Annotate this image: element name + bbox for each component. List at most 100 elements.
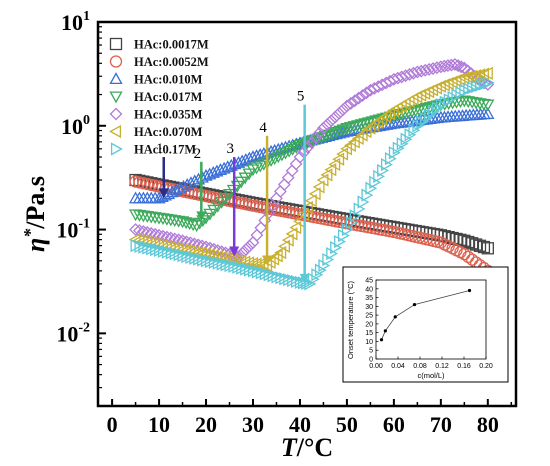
data-point bbox=[481, 107, 495, 120]
legend-marker bbox=[109, 55, 123, 68]
inset-x-tick-label: 0.00 bbox=[369, 363, 383, 370]
data-point bbox=[337, 228, 350, 243]
data-point bbox=[324, 114, 338, 128]
data-point bbox=[351, 120, 365, 133]
data-point bbox=[316, 173, 329, 187]
data-point bbox=[463, 82, 476, 96]
data-point bbox=[287, 273, 299, 288]
data-point bbox=[325, 128, 340, 141]
data-point bbox=[341, 222, 354, 237]
data-point bbox=[377, 163, 389, 178]
data-point bbox=[281, 233, 294, 247]
arrow-head bbox=[158, 188, 169, 199]
arrow-head bbox=[262, 255, 273, 266]
x-tick-label: 60 bbox=[383, 412, 405, 437]
inset-data-point bbox=[467, 288, 472, 293]
data-point bbox=[289, 142, 303, 154]
inset-data-point bbox=[393, 315, 397, 319]
data-point bbox=[426, 62, 440, 75]
data-point bbox=[268, 153, 282, 166]
data-point bbox=[356, 89, 369, 102]
data-point bbox=[345, 216, 358, 230]
data-point bbox=[437, 59, 451, 73]
data-point bbox=[481, 99, 495, 112]
data-point bbox=[392, 141, 405, 155]
data-point bbox=[352, 91, 366, 105]
data-point bbox=[446, 231, 459, 245]
data-point bbox=[275, 271, 288, 285]
data-point bbox=[454, 60, 468, 74]
inset-x-tick-label: 0.08 bbox=[413, 363, 427, 370]
data-point bbox=[150, 242, 162, 257]
data-point bbox=[271, 270, 284, 284]
data-point bbox=[267, 269, 280, 283]
inset-y-tick-label: 0 bbox=[369, 357, 373, 364]
data-point bbox=[333, 125, 347, 138]
data-point bbox=[212, 256, 225, 270]
legend: HAc:0.0017M HAc:0.0052M HAc:0.010M HAc:0.01… bbox=[109, 37, 209, 157]
x-axis-label-symbol: T bbox=[281, 433, 298, 462]
data-point bbox=[361, 188, 374, 202]
x-axis-ticks: 0 10 20 30 40 50 60 70 80 bbox=[107, 399, 513, 437]
y-axis-label-symbol: η bbox=[21, 238, 50, 252]
data-point bbox=[477, 240, 491, 254]
data-point bbox=[200, 254, 213, 268]
data-point bbox=[283, 273, 296, 287]
data-point bbox=[193, 252, 206, 266]
data-point bbox=[330, 240, 343, 255]
arrow-label: 1 bbox=[156, 141, 164, 157]
data-point bbox=[336, 147, 349, 161]
data-point bbox=[336, 124, 350, 137]
legend-marker bbox=[109, 37, 123, 51]
data-point bbox=[324, 163, 337, 177]
data-point bbox=[431, 101, 444, 115]
data-point bbox=[459, 83, 472, 97]
data-point bbox=[469, 97, 483, 110]
data-point bbox=[343, 122, 358, 134]
x-axis-label-unit: /°C bbox=[296, 433, 333, 462]
data-point bbox=[294, 275, 307, 289]
data-point bbox=[165, 246, 178, 260]
legend-entry: HAc:0.017M bbox=[134, 90, 203, 104]
data-point bbox=[329, 126, 343, 139]
data-point bbox=[449, 74, 462, 88]
data-point bbox=[353, 202, 366, 216]
data-point bbox=[186, 219, 200, 232]
data-point bbox=[404, 128, 417, 142]
arrow-head bbox=[229, 246, 240, 257]
data-point bbox=[466, 237, 479, 250]
data-point bbox=[453, 96, 468, 109]
data-point bbox=[169, 247, 182, 261]
data-point bbox=[293, 140, 307, 153]
data-point bbox=[152, 191, 166, 204]
data-point bbox=[369, 175, 382, 189]
arrow-5: 5 bbox=[297, 89, 310, 284]
arrow-label: 3 bbox=[226, 141, 234, 157]
y-tick-label: 100 bbox=[61, 113, 90, 139]
data-point bbox=[326, 246, 339, 261]
data-point bbox=[157, 244, 170, 258]
data-point bbox=[416, 115, 429, 129]
data-point bbox=[437, 78, 450, 92]
data-point bbox=[473, 98, 487, 111]
arrow-head bbox=[196, 211, 207, 222]
data-point bbox=[465, 96, 479, 109]
data-point bbox=[365, 181, 378, 195]
data-point bbox=[422, 62, 436, 76]
series-triangle-left bbox=[128, 66, 493, 273]
data-point bbox=[441, 76, 454, 91]
inset-x-tick-label: 0.12 bbox=[435, 363, 449, 370]
x-tick-label: 10 bbox=[148, 412, 170, 437]
data-point bbox=[322, 129, 336, 142]
data-point bbox=[420, 112, 433, 126]
data-point bbox=[348, 94, 362, 108]
data-point bbox=[320, 168, 333, 182]
data-point bbox=[441, 59, 455, 73]
data-point bbox=[320, 117, 334, 131]
data-point bbox=[357, 195, 370, 209]
data-point bbox=[434, 79, 446, 93]
legend-entry: HAc:0.070M bbox=[134, 125, 203, 139]
data-point bbox=[271, 151, 285, 164]
arrow-label: 4 bbox=[259, 120, 267, 136]
